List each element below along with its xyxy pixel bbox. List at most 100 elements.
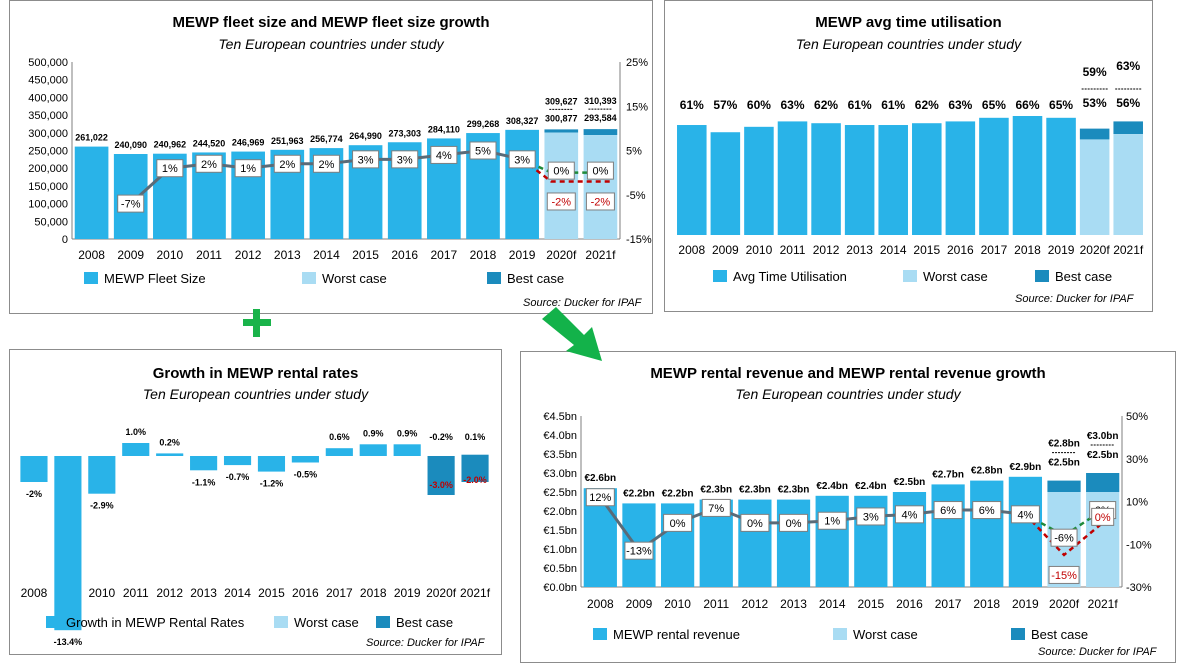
worst-case-value-label: 293,584 (584, 113, 617, 123)
bar-value-label: -13.4% (54, 637, 83, 647)
y-tick-label: €1.0bn (543, 544, 577, 556)
legend-label: MEWP rental revenue (613, 627, 740, 642)
growth-label-box (469, 141, 497, 160)
worst-case-value-label: 53% (1083, 96, 1107, 110)
revenue-chart-svg: €0.0bn €0.5bn €1.0bn €1.5bn €2.0bn €2.5bn €3.0… (543, 411, 1152, 642)
bar (811, 123, 841, 235)
growth-label: 4% (436, 150, 452, 162)
util-chart-source: Source: Ducker for IPAF (1015, 293, 1134, 305)
fleet-chart-title: MEWP fleet size and MEWP fleet size grow… (172, 14, 490, 31)
bar-value-label: 62% (915, 98, 939, 112)
x-tick-label: 2019 (1012, 597, 1039, 611)
rates-chart-source: Source: Ducker for IPAF (366, 637, 485, 649)
growth-label: 4% (902, 509, 918, 521)
best-case-bar (583, 129, 618, 136)
worst-case-value-label: €2.5bn (1087, 450, 1119, 461)
y-tick-label: €0.0bn (543, 582, 577, 594)
x-tick-label: 2013 (846, 243, 873, 257)
x-tick-label: 2017 (431, 248, 458, 262)
bar (1008, 476, 1043, 587)
x-tick-label: 2017 (981, 243, 1008, 257)
bar-value-label: €2.6bn (584, 473, 616, 484)
rates-chart-title: Growth in MEWP rental rates (152, 365, 359, 382)
bar-value-label: 273,303 (388, 128, 421, 138)
util-chart-panel: MEWP avg time utilisation Ten European c… (664, 0, 1153, 312)
growth-label-box (352, 150, 380, 169)
legend-label: Worst case (853, 627, 918, 642)
growth-label: 3% (514, 154, 530, 166)
bar-value-label: 240,962 (154, 140, 187, 150)
growth-label-box (779, 513, 809, 532)
growth-label-box (624, 541, 654, 560)
bar-value-label: €2.3bn (778, 485, 810, 496)
rates-chart-panel: Growth in MEWP rental rates Ten European… (9, 349, 502, 655)
y-tick-label: 450,000 (28, 75, 68, 87)
bar-value-label: €2.4bn (855, 481, 887, 492)
best-case-bar (461, 454, 489, 482)
x-tick-label: 2021f (585, 248, 616, 262)
growth-label: 3% (863, 511, 879, 523)
y-tick-label: 350,000 (28, 110, 68, 122)
legend-swatch (376, 616, 390, 628)
bar (325, 448, 353, 456)
growth-label: -7% (121, 199, 141, 211)
bar (505, 129, 539, 239)
x-tick-label: 2017 (935, 597, 962, 611)
growth-label: 0% (786, 518, 802, 530)
legend-label: Growth in MEWP Rental Rates (66, 615, 245, 630)
bar (776, 499, 811, 587)
bar-value-label: 65% (1049, 98, 1073, 112)
y2-tick-label: 15% (626, 101, 648, 113)
legend-swatch (302, 272, 316, 284)
bar (815, 495, 849, 587)
growth-label: -13% (626, 546, 652, 558)
bar-value-label: 62% (814, 98, 838, 112)
x-tick-label: 2015 (857, 597, 884, 611)
x-tick-label: 2016 (292, 586, 319, 600)
legend-swatch (46, 616, 60, 628)
worst-case-bar (1113, 134, 1143, 235)
rates-chart-subtitle: Ten European countries under study (142, 386, 369, 402)
growth-label: 2% (279, 159, 295, 171)
bar-value-label: 1.0% (125, 427, 146, 437)
growth-label: 6% (940, 505, 956, 517)
bar-value-label: -0.7% (226, 472, 250, 482)
worst-case-value-label: -3.0% (429, 480, 453, 490)
x-tick-label: 2008 (587, 597, 614, 611)
y2-tick-label: -10% (1126, 539, 1152, 551)
best-case-value-label: 0.1% (465, 432, 486, 442)
worst-growth-label: -2% (591, 196, 611, 208)
x-tick-label: 2017 (326, 586, 353, 600)
worst-growth-label-box (546, 192, 576, 211)
x-tick-label: 2014 (819, 597, 846, 611)
legend-swatch (593, 628, 607, 640)
x-tick-label: 2010 (746, 243, 773, 257)
util-chart-svg: 2008 61% 2009 57% 2010 60% 2011 63% 2012 62% 2013 6… (677, 59, 1144, 284)
x-tick-label: 2011 (780, 243, 806, 257)
best-case-value-label: €3.0bn (1087, 431, 1119, 442)
bar-value-label: 284,110 (428, 124, 460, 134)
growth-label-box (972, 501, 1002, 520)
best-case-bar (427, 456, 455, 495)
worst-growth-label-box (1091, 507, 1115, 526)
bar-value-label: 261,022 (75, 133, 108, 143)
bar (844, 125, 875, 235)
bar-value-label: 60% (747, 98, 771, 112)
bar (931, 484, 965, 587)
arrow-right-icon (542, 307, 602, 361)
growth-label: 1% (162, 163, 178, 175)
x-tick-label: 2018 (470, 248, 497, 262)
y-tick-label: €2.0bn (543, 506, 577, 518)
worst-case-bar (1079, 139, 1110, 235)
worst-growth-label-box (585, 192, 615, 211)
x-tick-label: 2020f (1049, 597, 1080, 611)
growth-label-box (234, 159, 262, 178)
revenue-chart-title: MEWP rental revenue and MEWP rental reve… (650, 365, 1046, 382)
bar (54, 456, 82, 631)
x-tick-label: 2016 (896, 597, 923, 611)
util-chart-title: MEWP avg time utilisation (815, 14, 1002, 31)
x-tick-label: 2021f (1088, 597, 1119, 611)
x-tick-label: 2010 (157, 248, 184, 262)
x-tick-label: 2010 (664, 597, 691, 611)
bar (257, 456, 286, 472)
